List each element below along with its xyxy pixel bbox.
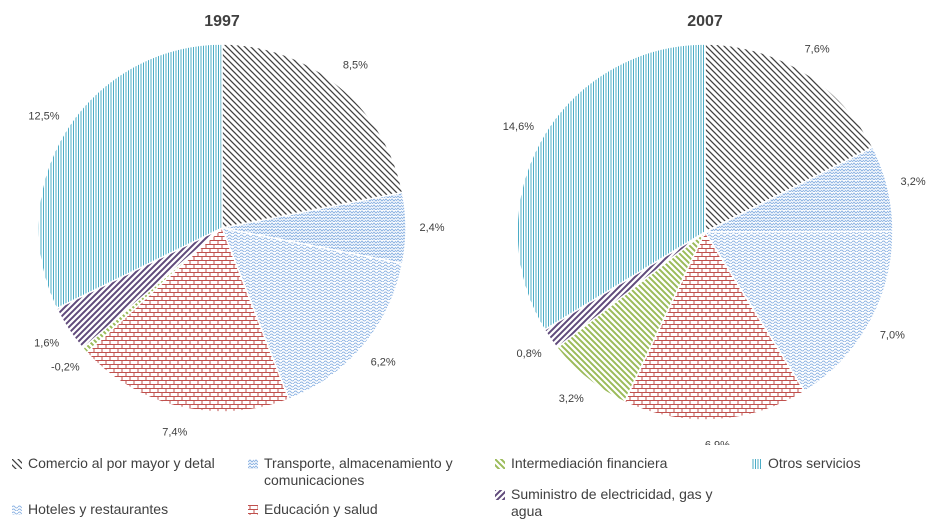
legend-item: Educación y salud (248, 501, 484, 518)
legend-label: Comercio al por mayor y detal (28, 455, 215, 471)
legend-item: Hoteles y restaurantes (12, 501, 248, 518)
data-label: 0,8% (517, 348, 542, 360)
legend-label: Educación y salud (264, 501, 378, 517)
data-label: 12,5% (28, 111, 59, 123)
data-label: 6,2% (371, 357, 396, 369)
legend-label: Hoteles y restaurantes (28, 501, 169, 517)
pie-slice (623, 230, 806, 421)
legend-label: Suministro de electricidad, gas y agua (511, 486, 713, 519)
legend-swatch (12, 459, 22, 469)
pie-title: 1997 (204, 13, 240, 30)
legend-swatch (12, 505, 22, 515)
data-label: 2,4% (419, 222, 444, 234)
pie-title: 2007 (687, 13, 723, 30)
pie-slice (704, 43, 874, 234)
pie-slice (85, 226, 290, 413)
data-label: 8,5% (343, 60, 368, 72)
legend-item: Transporte, almacenamiento y comunicacio… (248, 455, 504, 489)
data-label: 3,2% (901, 176, 926, 188)
data-label: 14,6% (503, 121, 534, 133)
pie-slice (221, 43, 404, 229)
legend-swatch (248, 459, 258, 469)
legend-label: Transporte, almacenamiento y comunicacio… (264, 455, 453, 488)
legend-swatch (752, 459, 762, 469)
pies: 1997 8,5% 2,4% 6,2% 7,4% -0,2% 1,6% 12,5% 2007 7,… (28, 13, 926, 451)
data-label: 7,4% (162, 427, 187, 439)
legend-swatch (248, 505, 258, 515)
legend-swatch (495, 459, 505, 469)
legend-swatch (495, 490, 505, 500)
legend-label: Otros servicios (768, 455, 861, 471)
pie-slice (37, 43, 223, 310)
legend-item: Intermediación financiera (495, 455, 751, 472)
data-label: 7,6% (805, 44, 830, 56)
legend-label: Intermediación financiera (511, 455, 668, 471)
data-label: 3,2% (559, 393, 584, 405)
pie-slice (516, 43, 706, 331)
data-label: 1,6% (34, 338, 59, 350)
data-label: 6,9% (705, 440, 730, 445)
data-label: -0,2% (51, 362, 80, 374)
legend-item: Comercio al por mayor y detal (12, 455, 218, 472)
legend-item: Suministro de electricidad, gas y agua (495, 486, 741, 520)
pie-slice (703, 230, 894, 393)
pie-slice (220, 227, 404, 401)
legend-item: Otros servicios (752, 455, 933, 472)
data-label: 7,0% (880, 329, 905, 341)
